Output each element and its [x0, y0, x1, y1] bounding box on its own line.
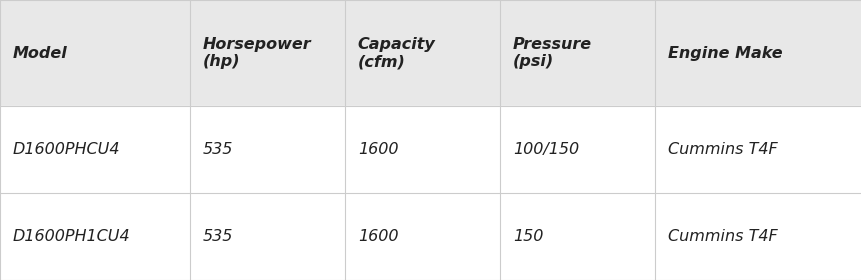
Text: 150: 150 [512, 229, 542, 244]
Text: Engine Make: Engine Make [667, 46, 782, 61]
Text: Horsepower
(hp): Horsepower (hp) [202, 37, 311, 69]
Text: 100/150: 100/150 [512, 142, 579, 157]
Text: D1600PH1CU4: D1600PH1CU4 [13, 229, 130, 244]
Text: 1600: 1600 [357, 142, 398, 157]
Bar [0, 106, 861, 193]
Text: Pressure
(psi): Pressure (psi) [512, 37, 592, 69]
Bar [0, 0, 861, 106]
Text: Model: Model [13, 46, 68, 61]
Text: 1600: 1600 [357, 229, 398, 244]
Text: D1600PHCU4: D1600PHCU4 [13, 142, 121, 157]
Text: 535: 535 [202, 142, 232, 157]
Text: Capacity
(cfm): Capacity (cfm) [357, 37, 435, 69]
Text: Cummins T4F: Cummins T4F [667, 229, 777, 244]
Text: 535: 535 [202, 229, 232, 244]
Text: Cummins T4F: Cummins T4F [667, 142, 777, 157]
Bar [0, 193, 861, 280]
